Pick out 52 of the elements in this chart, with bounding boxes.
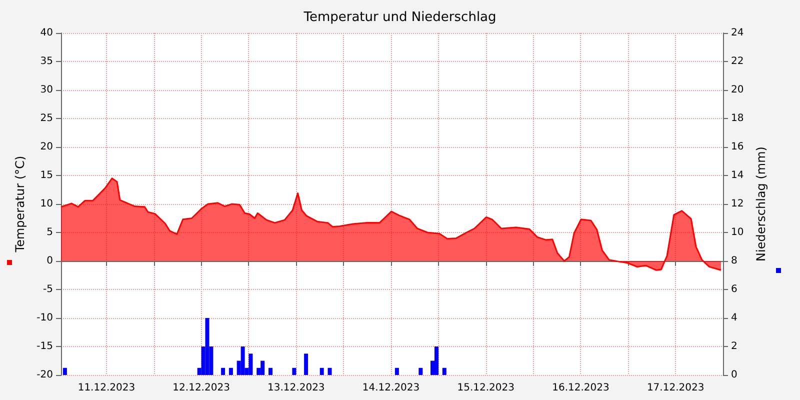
bar	[328, 368, 332, 375]
y2-tick-label: 6	[731, 284, 738, 295]
bar	[205, 318, 210, 375]
y-tick-label: -15	[36, 341, 53, 352]
y-tick-label: -5	[43, 284, 53, 295]
x-tick-label: 16.12.2023	[552, 382, 610, 394]
bar	[240, 346, 245, 375]
y-tick-label: 20	[40, 142, 53, 152]
bar	[62, 368, 67, 375]
chart-title: Temperatur und Niederschlag	[302, 10, 496, 25]
x-tick-label: 15.12.2023	[457, 382, 514, 394]
y-tick-label: 30	[40, 84, 53, 96]
y2-tick-label: 2	[731, 341, 738, 352]
y-tick-label: 25	[40, 113, 53, 124]
bar	[268, 368, 272, 375]
x-tick-label: 13.12.2023	[268, 382, 325, 394]
y2-tick-label: 22	[731, 56, 744, 67]
y2-tick-label: 0	[731, 370, 738, 380]
y-tick-label: -10	[36, 312, 53, 324]
y2-axis-title: Niederschlag (mm)	[754, 146, 768, 262]
y-tick-label: 15	[40, 170, 53, 181]
y-tick-label: 40	[40, 28, 53, 38]
x-tick-label: 11.12.2023	[78, 382, 136, 394]
x-tick-label: 12.12.2023	[172, 382, 230, 394]
x-tick-label: 14.12.2023	[362, 382, 420, 394]
y2-tick-label: 24	[731, 28, 744, 38]
bar	[248, 354, 253, 375]
y2-tick-label: 20	[731, 84, 744, 96]
y-tick-label: 35	[40, 56, 53, 67]
y-tick-label: 0	[46, 256, 53, 266]
bar	[221, 368, 226, 375]
bar	[418, 368, 423, 375]
x-tick-label: 17.12.2023	[646, 382, 704, 394]
y2-tick-label: 4	[731, 312, 738, 324]
y-tick-label: 10	[40, 198, 53, 210]
bar	[304, 354, 308, 375]
y2-tick-label: 16	[731, 142, 744, 152]
y2-tick-label: 18	[731, 113, 744, 124]
bar	[292, 368, 296, 375]
bar	[228, 368, 233, 375]
bar	[320, 368, 324, 375]
y2-tick-label: 14	[731, 170, 744, 181]
y2-tick-label: 12	[731, 198, 744, 210]
bar	[260, 360, 265, 375]
bar	[442, 368, 446, 375]
y2-tick-label: 10	[731, 227, 744, 238]
bar	[394, 368, 399, 375]
y-tick-label: -20	[36, 370, 53, 380]
y2-tick-label: 8	[731, 256, 738, 266]
bar	[434, 346, 438, 375]
y-tick-label: 5	[46, 227, 53, 238]
y-axis-title: Temperatur (°C)	[12, 156, 27, 254]
